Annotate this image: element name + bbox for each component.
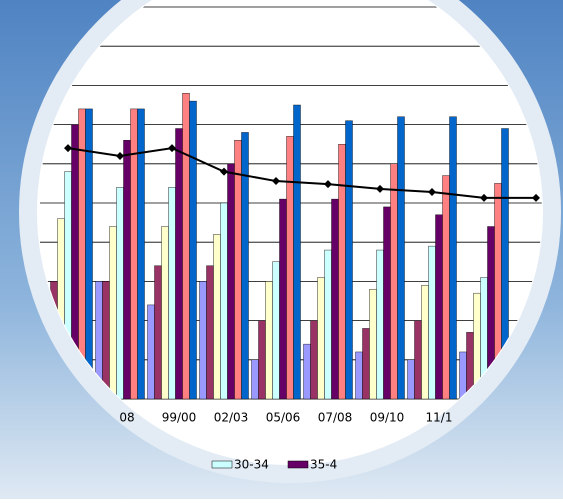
- bar: [286, 136, 294, 400]
- bar: [265, 281, 273, 400]
- bar: [272, 261, 280, 400]
- bar: [345, 120, 353, 400]
- x-tick-label: 99/00: [162, 411, 197, 425]
- bar: [258, 320, 266, 400]
- bar: [390, 163, 398, 400]
- bar: [376, 249, 384, 400]
- line-marker: [272, 177, 280, 186]
- bar: [102, 281, 110, 400]
- bar: [213, 234, 221, 400]
- bar: [147, 304, 155, 400]
- bar: [130, 108, 138, 400]
- line-marker: [376, 184, 384, 193]
- bar: [189, 100, 197, 400]
- bar: [331, 198, 339, 400]
- bar: [137, 108, 145, 400]
- bar: [175, 128, 183, 400]
- line-marker: [428, 188, 436, 197]
- bar: [154, 265, 162, 400]
- bar: [199, 281, 207, 400]
- bar: [362, 328, 370, 400]
- bar: [421, 285, 429, 400]
- bar: [449, 116, 457, 400]
- legend-label: 35-4: [310, 458, 337, 472]
- x-tick-label: 09/10: [370, 411, 405, 425]
- line-marker: [220, 167, 228, 176]
- bar: [220, 202, 228, 400]
- legend-label: 30-34: [234, 458, 269, 472]
- bar: [109, 226, 117, 400]
- line-marker: [116, 151, 124, 160]
- bar: [338, 143, 346, 400]
- bar: [442, 175, 450, 400]
- line-marker: [532, 193, 540, 202]
- x-tick-label: 11/1: [426, 411, 453, 425]
- line-marker: [168, 144, 176, 153]
- x-tick-label: 05/06: [266, 411, 301, 425]
- bar: [182, 93, 190, 400]
- bar: [397, 116, 405, 400]
- legend-swatch: [211, 460, 233, 469]
- bar: [161, 226, 169, 400]
- plot: [40, 6, 542, 400]
- x-tick-label: 08: [119, 411, 134, 425]
- bar: [227, 163, 235, 400]
- legend-swatch: [287, 460, 309, 469]
- bar: [310, 320, 318, 400]
- x-tick-label: 02/03: [214, 411, 249, 425]
- bar: [168, 187, 176, 400]
- bar: [414, 320, 422, 400]
- x-tick-label: 07/08: [318, 411, 353, 425]
- bar: [459, 351, 467, 400]
- line-marker: [64, 144, 72, 153]
- bar: [206, 265, 214, 400]
- bar: [317, 277, 325, 400]
- bar: [279, 198, 287, 400]
- bar: [234, 140, 242, 400]
- bar: [435, 214, 443, 400]
- bar: [303, 343, 311, 400]
- bar: [407, 359, 415, 400]
- bar: [369, 289, 377, 400]
- line: [67, 147, 536, 199]
- bar: [116, 187, 124, 400]
- line-marker: [480, 193, 488, 202]
- bar: [123, 140, 131, 400]
- bar: [324, 249, 332, 400]
- legend: 30-34 35-4: [211, 458, 337, 472]
- bar: [241, 132, 249, 400]
- line-marker: [324, 180, 332, 189]
- bar: [293, 104, 301, 400]
- bar: [251, 359, 259, 400]
- bar: [355, 351, 363, 400]
- bar: [428, 245, 436, 400]
- bar: [383, 206, 391, 400]
